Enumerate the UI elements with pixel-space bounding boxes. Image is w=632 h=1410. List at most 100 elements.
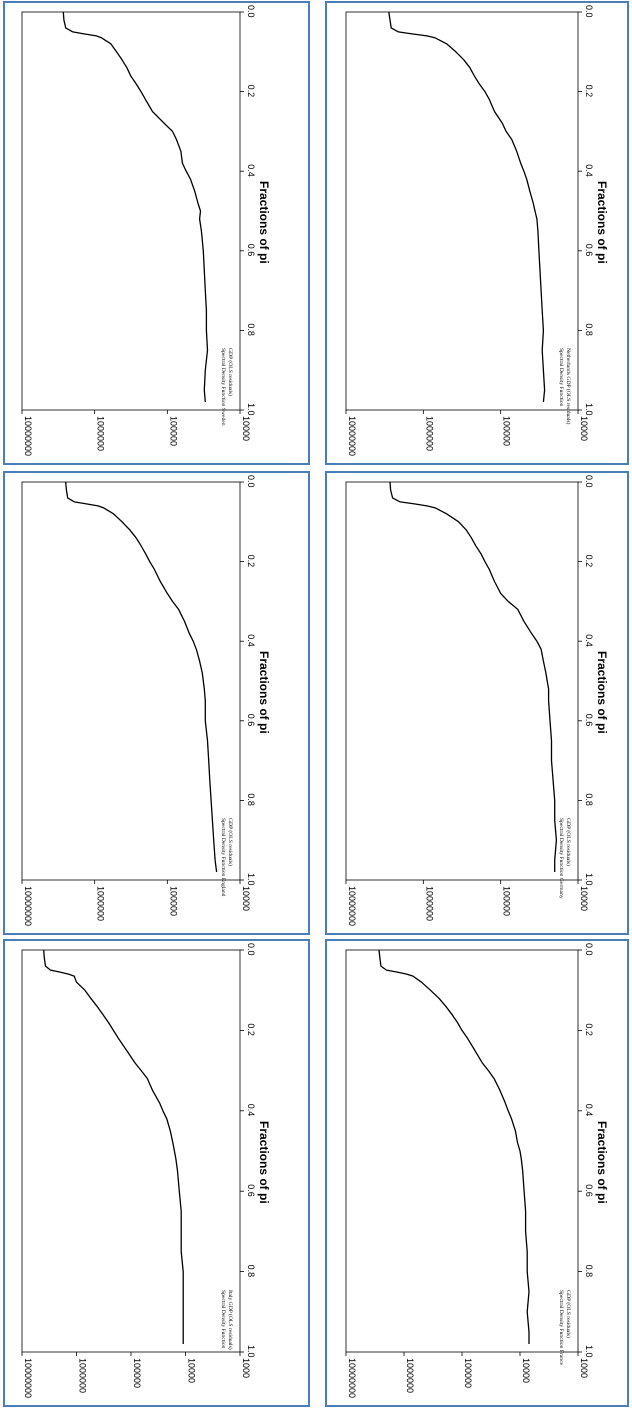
y-tick-label: 100000 [463, 1358, 473, 1388]
legend-label: Spectral Density Function Sweden [220, 348, 226, 426]
plot-area [345, 11, 579, 411]
x-tick-label: 0.2 [246, 555, 256, 568]
legend-label: GDP (OLS residuals) [565, 1290, 572, 1338]
x-tick-label: 0.0 [584, 5, 594, 18]
y-tick-label: 1000 [579, 1358, 589, 1378]
x-tick-label: 0.2 [584, 85, 594, 98]
plot-area [21, 11, 241, 411]
x-tick-label: 0.4 [584, 634, 594, 647]
x-axis-title: Fractions of pi [257, 1121, 271, 1204]
chart-panel: 10000000 1000000 100000 10000 1000 0.0 0.2 0.4 0… [325, 939, 629, 1407]
panel-frame [3, 471, 310, 935]
y-tick-label: 10000000 [23, 886, 33, 926]
legend-label: GDP (OLS residuals) [227, 818, 234, 866]
y-tick-label: 1000000 [78, 1358, 88, 1393]
x-tick-label: 0.6 [584, 714, 594, 727]
x-tick-label: 0.8 [584, 1265, 594, 1278]
x-tick-label: 0.6 [584, 244, 594, 257]
x-tick-label: 0.2 [584, 1023, 594, 1036]
y-tick-label: 100000 [502, 416, 512, 446]
y-tick-label: 10000 [241, 886, 251, 911]
x-tick-label: 0.8 [246, 793, 256, 806]
y-tick-label: 1000000 [96, 886, 106, 921]
x-tick-label: 1.0 [584, 403, 594, 416]
x-tick-label: 0.6 [246, 1184, 256, 1197]
x-tick-label: 0.0 [246, 943, 256, 956]
chart-panel: 10000000 1000000 100000 10000 1000 0.0 0.2 0.4 0… [3, 939, 310, 1407]
y-tick-label: 10000000 [347, 1358, 357, 1398]
y-tick-label: 10000000 [347, 886, 357, 926]
series-line [62, 11, 209, 403]
legend-label: Spectral Density Function [558, 348, 564, 407]
series-line [65, 481, 218, 873]
x-tick-label: 0.0 [584, 943, 594, 956]
y-tick-label: 10000000 [23, 416, 33, 456]
panel-frame [325, 939, 629, 1407]
x-axis-title: Fractions of pi [595, 651, 609, 734]
series-line [43, 949, 184, 1344]
x-tick-label: 1.0 [584, 873, 594, 886]
y-tick-label: 1000000 [424, 416, 434, 451]
series-line [388, 11, 546, 403]
legend-label: GDP (OLS residuals) [565, 818, 572, 866]
x-tick-label: 0.4 [246, 634, 256, 647]
legend-label: Spectral Density Function [220, 1290, 226, 1349]
y-tick-label: 10000 [521, 1358, 531, 1383]
chart-panel: 10000000 1000000 100000 10000 0.0 0.2 0.4 0.6 0.… [3, 1, 310, 465]
y-tick-label: 100000 [132, 1358, 142, 1388]
x-tick-label: 0.4 [246, 1104, 256, 1117]
x-tick-label: 1.0 [584, 1345, 594, 1358]
x-axis-title: Fractions of pi [257, 181, 271, 264]
x-tick-label: 0.6 [246, 244, 256, 257]
x-tick-label: 0.6 [584, 1184, 594, 1197]
x-tick-label: 1.0 [246, 873, 256, 886]
panel-frame [325, 471, 629, 935]
y-tick-label: 10000 [241, 416, 251, 441]
chart-panel: 10000000 1000000 100000 10000 0.0 0.2 0.4 0.6 0.… [3, 471, 310, 935]
y-tick-label: 10000000 [23, 1358, 33, 1398]
legend-label: Italy GDP (OLS residuals) [227, 1290, 234, 1350]
x-tick-label: 0.8 [246, 1265, 256, 1278]
y-tick-label: 100000 [168, 886, 178, 916]
x-tick-label: 0.2 [246, 85, 256, 98]
panel-frame [325, 1, 629, 465]
legend-label: Netherlands GDP (OLS residuals) [565, 348, 572, 425]
legend-label: Spectral Density Function Germany [558, 818, 564, 899]
x-tick-label: 0.0 [584, 475, 594, 488]
x-tick-label: 0.2 [584, 555, 594, 568]
x-tick-label: 1.0 [246, 1345, 256, 1358]
x-tick-label: 0.4 [584, 164, 594, 177]
x-axis-title: Fractions of pi [257, 651, 271, 734]
x-tick-label: 0.4 [584, 1104, 594, 1117]
y-tick-label: 100000 [502, 886, 512, 916]
series-line [389, 481, 558, 872]
panel-frame [3, 939, 310, 1407]
plot-area [21, 481, 241, 881]
y-tick-label: 1000 [241, 1358, 251, 1378]
y-tick-label: 1000000 [96, 416, 106, 451]
x-tick-label: 0.0 [246, 5, 256, 18]
legend-label: Spectral Density Function France [558, 1290, 564, 1366]
x-tick-label: 0.4 [246, 164, 256, 177]
plot-area [345, 481, 579, 881]
x-axis-title: Fractions of pi [595, 1121, 609, 1204]
y-tick-label: 100000 [168, 416, 178, 446]
x-tick-label: 0.2 [246, 1023, 256, 1036]
x-tick-label: 0.6 [246, 714, 256, 727]
y-tick-label: 10000 [579, 416, 589, 441]
chart-panel: 10000000 1000000 100000 10000 0.0 0.2 0.4 0.6 0.… [325, 471, 629, 935]
x-tick-label: 0.8 [246, 323, 256, 336]
legend-label: Spectral Density Function England [220, 818, 226, 897]
y-tick-label: 10000 [187, 1358, 197, 1383]
y-tick-label: 1000000 [405, 1358, 415, 1393]
x-tick-label: 0.0 [246, 475, 256, 488]
x-axis-title: Fractions of pi [595, 181, 609, 264]
x-tick-label: 1.0 [246, 403, 256, 416]
y-tick-label: 1000000 [424, 886, 434, 921]
panel-frame [3, 1, 310, 465]
legend-label: GDP (OLS residuals) [227, 348, 234, 396]
y-tick-label: 10000000 [347, 416, 357, 456]
x-tick-label: 0.8 [584, 323, 594, 336]
series-line [378, 949, 530, 1344]
